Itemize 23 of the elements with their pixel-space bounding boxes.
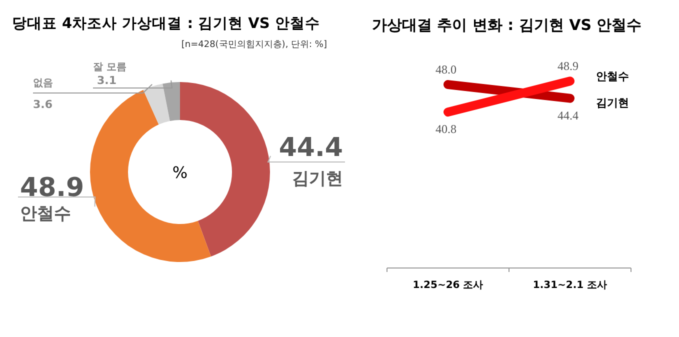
text: 안철수 (596, 70, 629, 84)
donut-slice (162, 82, 180, 121)
data-label: 44.4 (278, 133, 343, 163)
text: % (172, 163, 188, 182)
data-label: 3.6 (33, 98, 53, 111)
data-label: 48.0 (436, 62, 456, 77)
slice-label: 잘 모름 (93, 62, 126, 73)
chart-subtitle: [n=428(국민의힘지지층), 단위: %] (181, 40, 327, 50)
donut-slice (143, 84, 170, 125)
x-tick-label: 1.25~26 조사 (412, 280, 484, 291)
data-label: 40.8 (436, 122, 456, 136)
donut-slice (90, 90, 212, 262)
chart-title: 당대표 4차조사 가상대결 : 김기현 VS 안철수 (12, 16, 320, 32)
slice-label: 안철수 (20, 204, 71, 224)
slice-label: 없음 (33, 78, 53, 89)
data-label: 44.4 (558, 108, 578, 122)
text: 김기현 (596, 96, 629, 110)
chart-title: 가상대결 추이 변화 : 김기현 VS 안철수 (372, 16, 642, 34)
x-tick-label: 1.31~2.1 조사 (532, 280, 608, 291)
slice-label: 김기현 (292, 169, 343, 189)
data-label: 48.9 (558, 59, 578, 74)
data-label: 48.9 (20, 173, 84, 203)
data-label: 3.1 (97, 74, 116, 87)
